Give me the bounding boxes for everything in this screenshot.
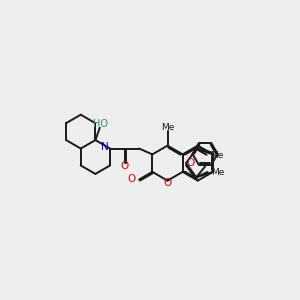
Text: O: O <box>164 178 172 188</box>
Text: O: O <box>127 175 135 184</box>
Text: Me: Me <box>210 151 224 160</box>
Text: N: N <box>100 142 108 152</box>
Text: Me: Me <box>161 123 174 132</box>
Text: O: O <box>121 161 129 171</box>
Text: Me: Me <box>212 167 225 176</box>
Text: HO: HO <box>93 119 108 129</box>
Text: O: O <box>187 158 195 168</box>
